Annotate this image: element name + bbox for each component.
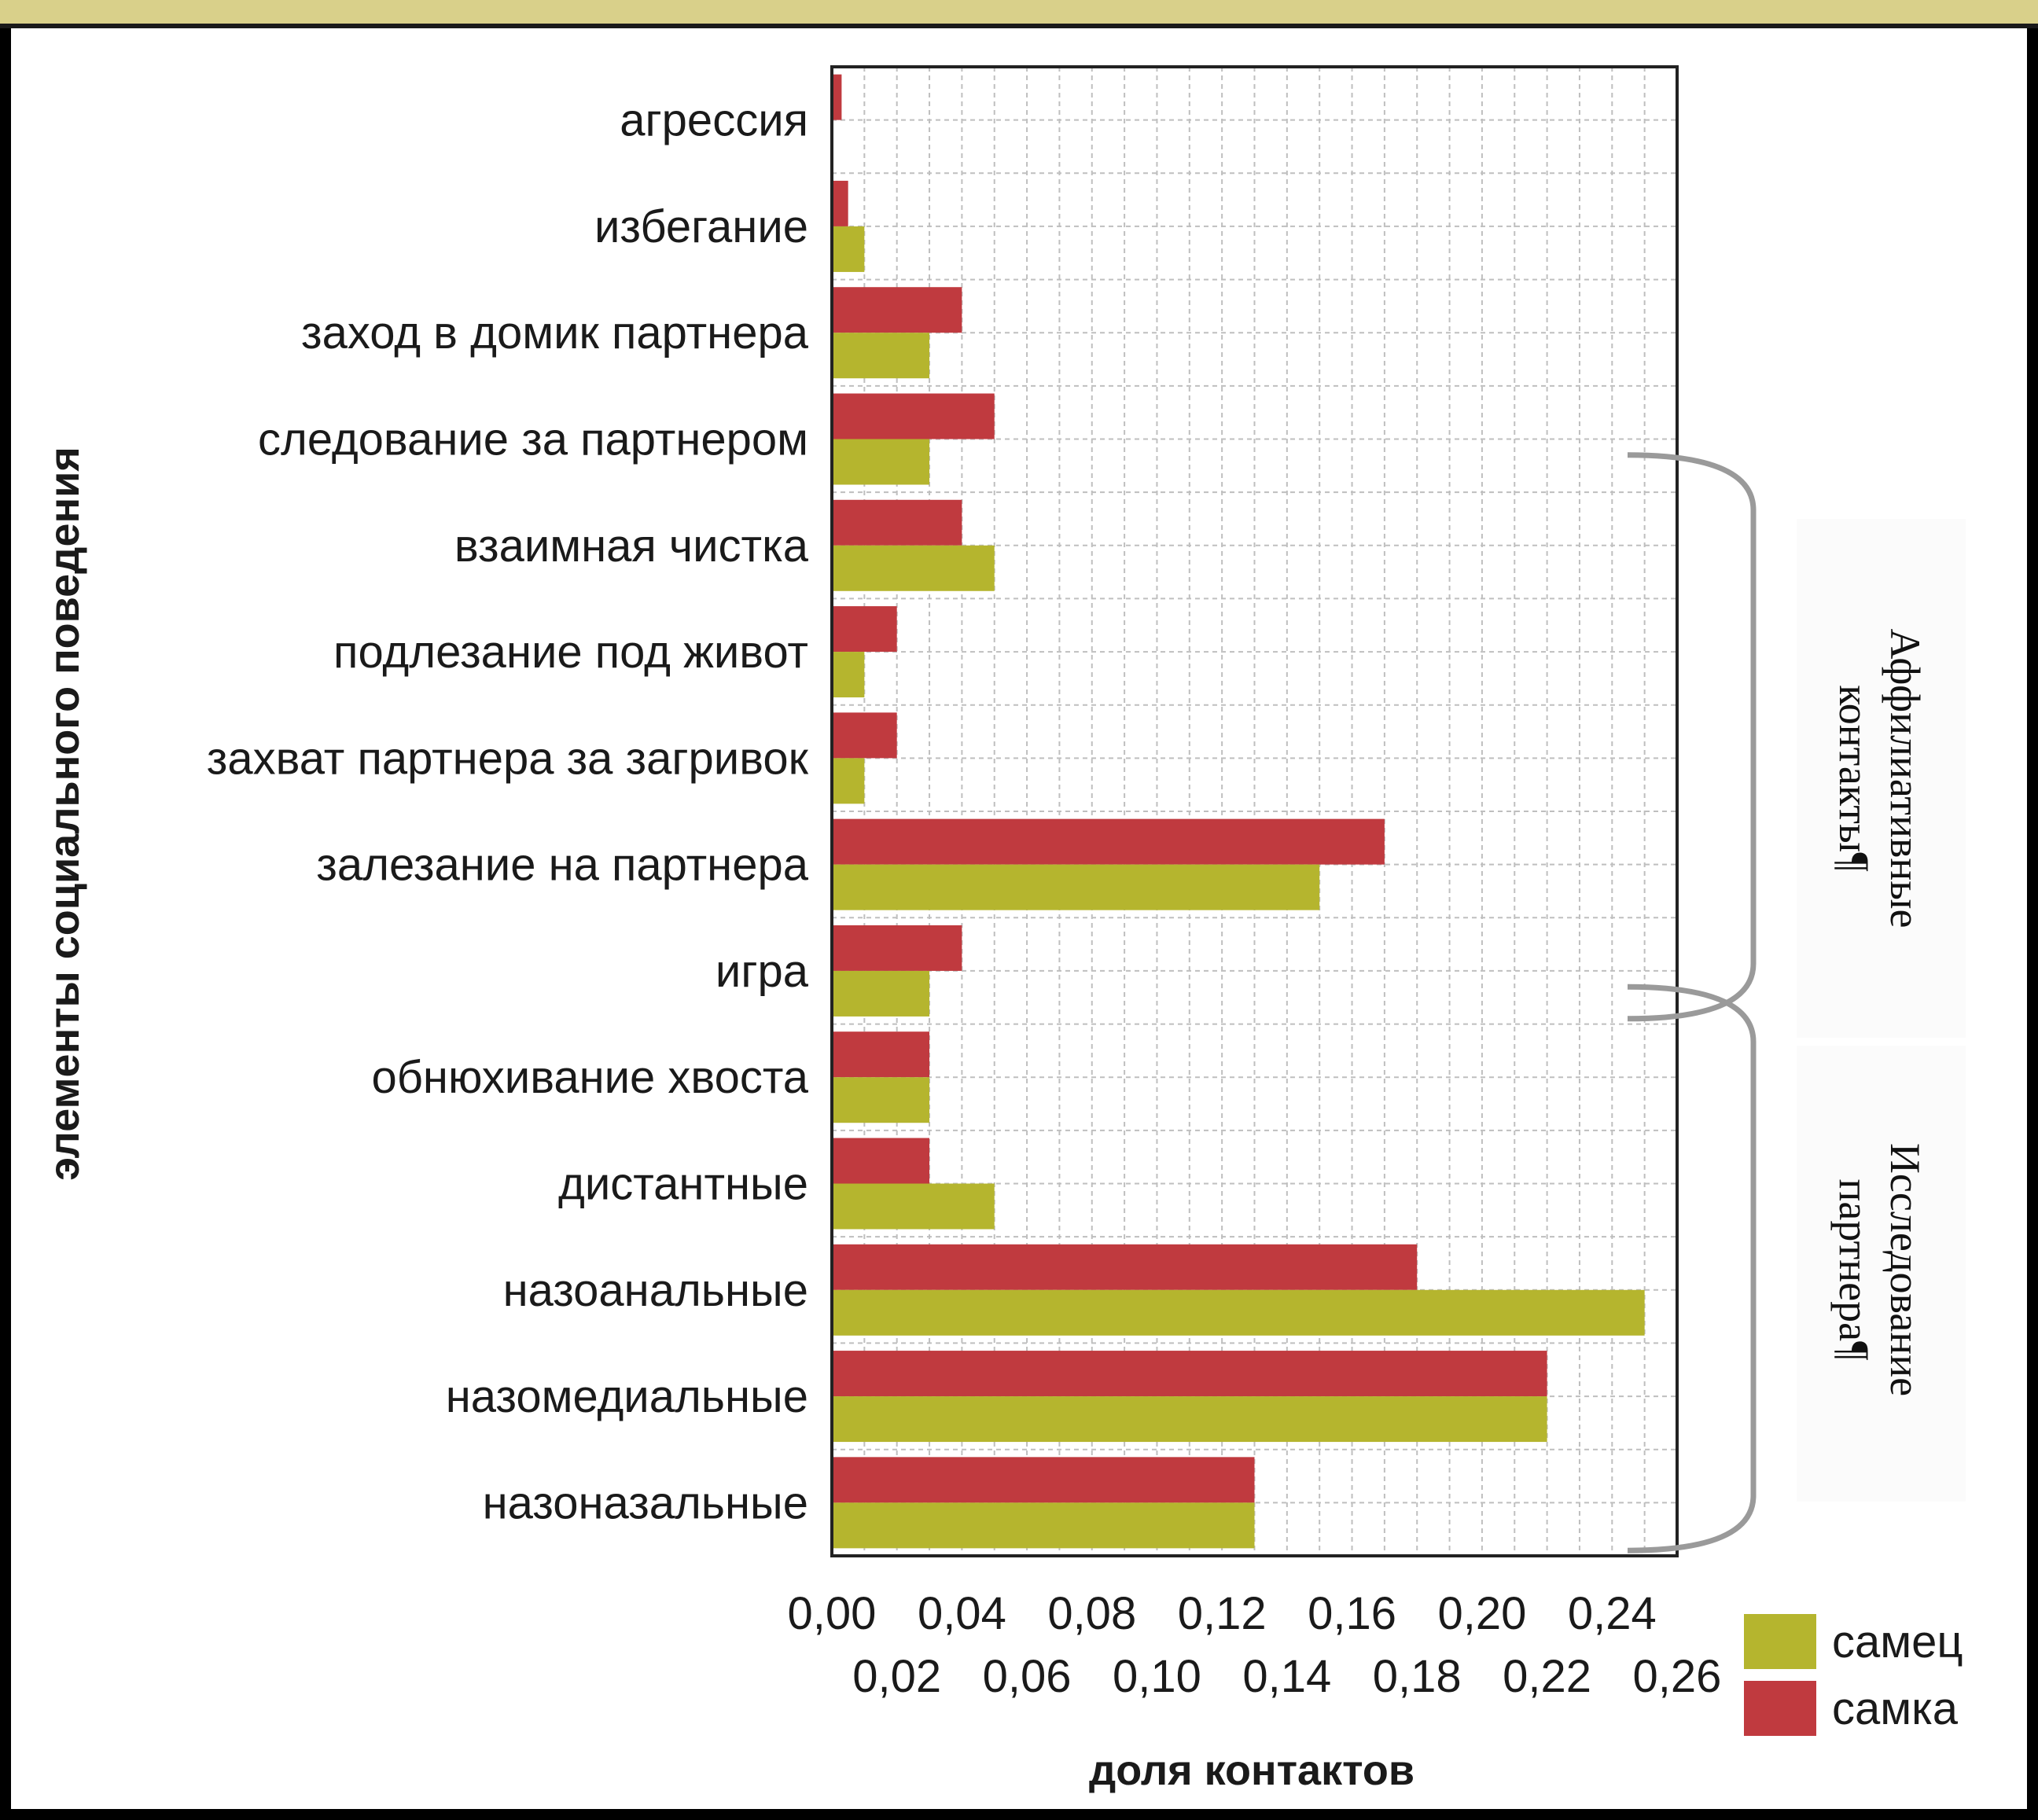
bar-female-6 <box>832 712 897 759</box>
x-tick-label: 0,18 <box>1373 1651 1462 1702</box>
legend-swatch-female <box>1744 1681 1816 1736</box>
x-tick-label: 0,26 <box>1633 1651 1722 1702</box>
bar-male-7 <box>832 864 1320 910</box>
category-label: избегание <box>594 201 808 252</box>
bar-female-0 <box>832 74 842 120</box>
x-tick-label: 0,24 <box>1568 1588 1657 1639</box>
bar-male-13 <box>832 1502 1255 1549</box>
bracket-0 <box>1627 452 1757 1022</box>
annotation-affiliative: Аффилиативные контакты¶ <box>1797 519 1966 1038</box>
category-label: залезание на партнера <box>316 840 808 891</box>
bar-male-11 <box>832 1289 1645 1336</box>
x-tick-label: 0,08 <box>1047 1588 1136 1639</box>
bar-female-2 <box>832 287 962 333</box>
x-tick-label: 0,20 <box>1437 1588 1526 1639</box>
x-axis-title: доля контактов <box>1089 1747 1414 1794</box>
annotation-affiliative-line1: Аффилиативные <box>1882 628 1929 928</box>
category-label: агрессия <box>620 95 808 146</box>
bar-male-4 <box>832 545 995 591</box>
x-tick-label: 0,14 <box>1242 1651 1331 1702</box>
category-label: дистантные <box>558 1159 808 1210</box>
x-tick-label: 0,02 <box>852 1651 941 1702</box>
bar-male-8 <box>832 970 930 1017</box>
brackets <box>1627 452 1757 1553</box>
x-tick-label: 0,00 <box>788 1588 877 1639</box>
x-tick-label: 0,16 <box>1308 1588 1396 1639</box>
bar-male-12 <box>832 1396 1547 1443</box>
bar-female-12 <box>832 1351 1547 1397</box>
legend-label-female: самка <box>1832 1683 1959 1734</box>
x-tick-label: 0,12 <box>1178 1588 1267 1639</box>
category-label: назоанальные <box>503 1265 808 1316</box>
annotation-exploration-line1: Исследование <box>1882 1143 1929 1396</box>
legend-swatch-male <box>1744 1614 1816 1669</box>
annotation-exploration: Исследование партнера¶ <box>1797 1046 1966 1502</box>
bar-female-13 <box>832 1457 1255 1503</box>
bar-male-2 <box>832 333 930 379</box>
bar-female-11 <box>832 1244 1418 1290</box>
bar-female-9 <box>832 1031 930 1078</box>
category-labels: агрессия избегание заход в домик партнера с… <box>207 95 809 1529</box>
annotation-affiliative-line2: контакты¶ <box>1830 685 1878 872</box>
bar-female-3 <box>832 393 995 439</box>
x-tick-labels: 0,00 0,04 0,08 0,12 0,16 0,20 0,24 0,02 0,06 0,10… <box>788 1588 1722 1702</box>
bar-male-3 <box>832 439 930 485</box>
bar-male-9 <box>832 1077 930 1123</box>
legend-label-male: самец <box>1832 1616 1963 1667</box>
bar-female-10 <box>832 1138 930 1184</box>
bar-female-7 <box>832 818 1385 865</box>
category-label: следование за партнером <box>258 414 808 465</box>
bar-male-5 <box>832 652 865 698</box>
plot-frame <box>830 65 1679 1557</box>
bar-male-6 <box>832 758 865 804</box>
category-label: обнюхивание хвоста <box>371 1052 808 1103</box>
x-tick-label: 0,22 <box>1503 1651 1591 1702</box>
bar-male-1 <box>832 226 865 272</box>
x-tick-label: 0,04 <box>918 1588 1006 1639</box>
category-label: заход в домик партнера <box>301 307 809 358</box>
bars <box>832 74 1645 1549</box>
y-axis-title: элементы социального поведения <box>41 447 88 1181</box>
bracket-1 <box>1627 984 1757 1553</box>
category-label: взаимная чистка <box>454 520 809 572</box>
x-tick-label: 0,10 <box>1113 1651 1201 1702</box>
title-band <box>0 0 2038 28</box>
category-label: захват партнера за загривок <box>207 733 809 784</box>
category-label: назоназальные <box>483 1477 808 1528</box>
bar-male-10 <box>832 1183 995 1230</box>
legend: самец самка <box>1744 1614 1963 1736</box>
bar-female-1 <box>832 180 848 226</box>
x-tick-label: 0,06 <box>983 1651 1072 1702</box>
category-label: подлезание под живот <box>333 627 808 678</box>
bar-female-4 <box>832 499 962 546</box>
category-label: назомедиальные <box>446 1371 808 1422</box>
bar-female-8 <box>832 925 962 971</box>
annotation-exploration-line2: партнера¶ <box>1830 1178 1878 1360</box>
category-label: игра <box>716 946 809 997</box>
bar-female-5 <box>832 606 897 653</box>
